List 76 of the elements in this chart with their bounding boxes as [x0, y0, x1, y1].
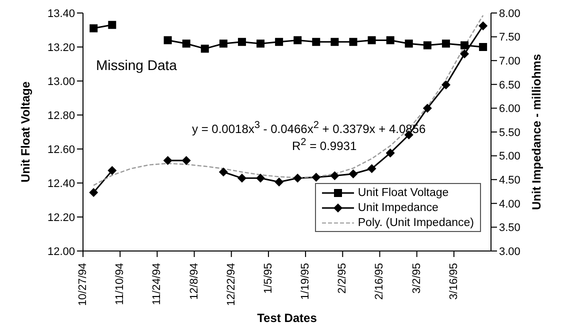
point [294, 36, 302, 44]
point [219, 40, 228, 48]
y2-tick-label: 5.50 [499, 126, 520, 139]
y-tick-label: 12.00 [47, 246, 75, 258]
point [237, 174, 246, 183]
point [330, 38, 339, 46]
point [182, 40, 190, 48]
point [460, 49, 470, 58]
y2-axis-title: Unit Impedance - milliohms [529, 54, 544, 210]
x-tick-label: 1/19/95 [300, 263, 312, 300]
point [218, 167, 228, 176]
point [90, 24, 98, 32]
point [386, 36, 394, 44]
point [478, 21, 488, 30]
point [312, 38, 320, 46]
annotation: R$^{2}$ = 0.9931 [292, 137, 357, 153]
point [422, 104, 432, 113]
point [256, 174, 266, 183]
y2-tick-label: 7.00 [499, 56, 520, 68]
x-tick-label: 11/10/94 [114, 263, 126, 306]
y2-tick-label: 8.00 [499, 8, 520, 20]
y-tick-label: 12.40 [47, 178, 75, 190]
y2-tick-label: 5.00 [499, 150, 520, 163]
point [275, 38, 284, 46]
point [312, 172, 321, 182]
y2-tick-label: 4.00 [499, 198, 520, 210]
point [349, 38, 358, 46]
annotation: Missing Data [96, 57, 177, 73]
legend-label: Unit Impedance [358, 202, 438, 214]
y-tick-label: 13.00 [47, 76, 75, 88]
x-axis-title: Test Dates [257, 311, 318, 325]
x-tick-label: 2/2/95 [336, 263, 349, 294]
point [441, 80, 450, 90]
point [256, 40, 265, 48]
y-tick-label: 13.40 [47, 8, 75, 20]
point [108, 166, 117, 176]
y2-tick-label: 6.00 [499, 103, 520, 116]
point [89, 188, 98, 197]
point [274, 177, 284, 186]
y-axis-title: Unit Float Voltage [18, 81, 32, 183]
point [293, 174, 302, 183]
x-tick-label: 1/5/95 [262, 263, 274, 294]
legend-label: Unit Float Voltage [358, 186, 449, 198]
point [108, 20, 116, 29]
x-tick-label: 12/22/94 [225, 263, 238, 306]
point [164, 36, 172, 44]
y2-tick-label: 4.50 [499, 174, 520, 187]
point [182, 156, 191, 166]
point [460, 41, 469, 50]
y-tick-label: 13.20 [47, 42, 75, 54]
y2-tick-label: 7.50 [499, 32, 520, 44]
y2-tick-label: 3.00 [499, 246, 520, 258]
point [238, 38, 246, 46]
y-tick-label: 12.60 [47, 144, 75, 156]
x-tick-label: 11/24/94 [151, 263, 164, 306]
y2-tick-label: 6.50 [499, 79, 520, 92]
point [330, 171, 340, 180]
point [442, 40, 450, 48]
point [368, 36, 376, 44]
x-tick-label: 3/16/95 [448, 263, 460, 300]
y-tick-label: 12.80 [47, 110, 75, 122]
x-tick-label: 12/8/94 [188, 263, 200, 300]
x-tick-label: 10/27/94 [77, 263, 89, 306]
point [404, 40, 413, 48]
legend-label: Poly. (Unit Impedance) [358, 216, 474, 228]
point [479, 43, 488, 51]
point [200, 44, 209, 53]
point [163, 156, 172, 166]
point [367, 164, 376, 174]
point [386, 148, 395, 158]
x-tick-label: 2/16/95 [374, 263, 386, 300]
x-tick-label: 3/2/95 [410, 263, 423, 294]
y-tick-label: 12.20 [47, 212, 75, 224]
point [423, 41, 432, 50]
point [348, 169, 358, 178]
y2-tick-label: 3.50 [499, 222, 520, 234]
